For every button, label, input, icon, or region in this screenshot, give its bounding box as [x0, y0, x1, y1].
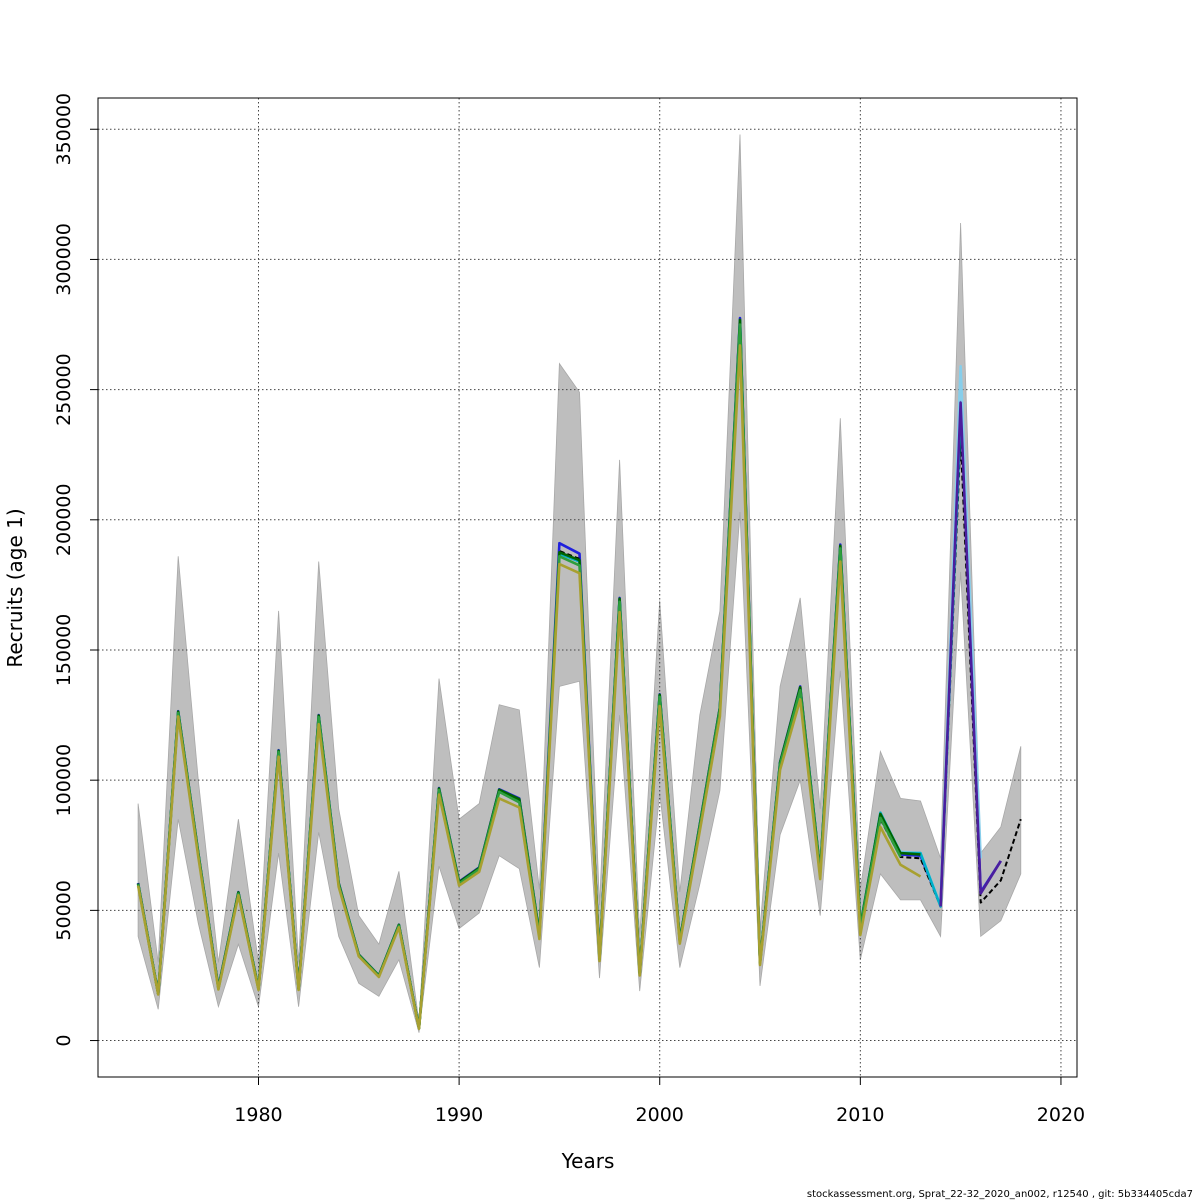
- x-tick-label-2000: 2000: [636, 1104, 684, 1126]
- series-line-run-olive: [136, 344, 922, 1031]
- x-tick-label-2020: 2020: [1037, 1104, 1085, 1126]
- y-tick-label-300000: 300000: [53, 223, 75, 296]
- y-tick-label-100000: 100000: [53, 744, 75, 817]
- series-line-run-indigo: [939, 401, 1002, 907]
- y-tick-label-250000: 250000: [53, 353, 75, 426]
- y-tick-label-0: 0: [53, 1035, 75, 1047]
- y-tick-label-200000: 200000: [53, 484, 75, 557]
- x-tick-label-2010: 2010: [836, 1104, 884, 1126]
- y-tick-label-350000: 350000: [53, 93, 75, 166]
- y-tick-label-150000: 150000: [53, 614, 75, 687]
- x-tick-label-1990: 1990: [435, 1104, 483, 1126]
- grid-layer: [98, 98, 1077, 1077]
- y-tick-label-50000: 50000: [53, 880, 75, 940]
- x-axis-title: Years: [561, 1149, 615, 1173]
- y-axis-title: Recruits (age 1): [3, 508, 27, 667]
- x-tick-label-1980: 1980: [234, 1104, 282, 1126]
- series-layer: [136, 316, 1022, 1031]
- axis-layer: 1980 1990 2000 2010 2020 0 50000 100000 150000 20…: [53, 93, 1085, 1126]
- plot-frame: [97, 97, 1078, 1078]
- footer-credit: stockassessment.org, Sprat_22-32_2020_an…: [807, 1189, 1193, 1200]
